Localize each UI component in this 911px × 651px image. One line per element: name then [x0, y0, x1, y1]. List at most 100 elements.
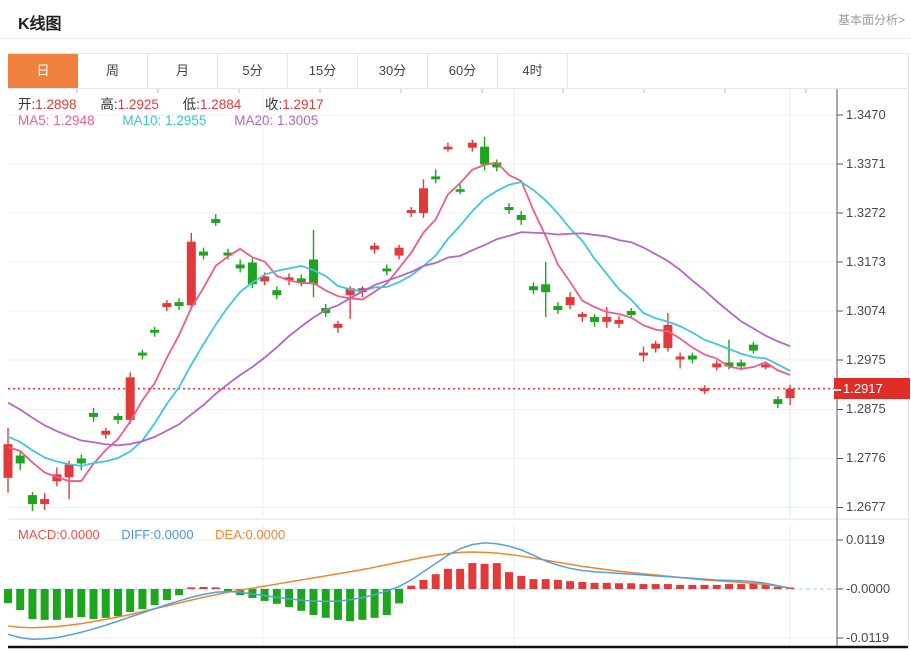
- ma10-label: MA10:: [122, 113, 162, 128]
- macd-bar: [578, 582, 587, 589]
- tab-4hour[interactable]: 4时: [498, 54, 568, 88]
- macd-bar: [492, 563, 501, 589]
- tab-60min[interactable]: 60分: [428, 54, 498, 88]
- macd-bar: [309, 589, 318, 615]
- candle-body: [101, 430, 111, 435]
- title-divider: [0, 38, 911, 39]
- candle-body: [174, 302, 184, 307]
- latest-price-badge: 1.2917: [834, 378, 910, 400]
- ma5-line: [7, 161, 791, 482]
- macd-bar: [4, 589, 12, 603]
- candle-body: [382, 268, 392, 272]
- ma-readout: MA5: 1.2948 MA10: 1.2955 MA20: 1.3005: [18, 113, 342, 128]
- candle-body: [687, 355, 697, 360]
- macd-bar: [724, 584, 733, 589]
- macd-bar: [529, 579, 538, 589]
- macd-bar: [786, 587, 795, 589]
- candle-body: [15, 455, 25, 464]
- candle-body: [406, 210, 416, 213]
- main-y-tick-label: 1.3272: [846, 205, 886, 220]
- macd-y-tick-label: 0.0119: [846, 532, 885, 547]
- macd-bar: [382, 589, 391, 615]
- macd-bar: [553, 579, 562, 589]
- candle-body: [504, 207, 514, 211]
- candle-body: [247, 262, 257, 285]
- diff-line: [7, 542, 791, 640]
- candle-body: [162, 303, 172, 308]
- tab-15min[interactable]: 15分: [288, 54, 358, 88]
- macd-bar: [101, 589, 110, 618]
- macd-bar: [700, 584, 709, 589]
- candle-body: [736, 362, 746, 367]
- candle-body: [480, 146, 490, 165]
- candle-body: [748, 344, 758, 351]
- candle-body: [333, 323, 343, 328]
- macd-bar: [639, 584, 648, 589]
- macd-readout: MACD:0.0000 DIFF:0.0000 DEA:0.0000: [18, 527, 303, 542]
- ma5-label: MA5:: [18, 113, 50, 128]
- candle-body: [638, 352, 648, 356]
- macd-bar: [52, 589, 61, 620]
- macd-bar: [77, 589, 86, 617]
- main-y-tick-label: 1.2975: [846, 352, 886, 367]
- candle-body: [345, 288, 355, 296]
- macd-bar: [712, 584, 721, 589]
- ma20-value: 1.3005: [277, 113, 319, 128]
- candle-body: [113, 415, 123, 420]
- tab-month[interactable]: 月: [148, 54, 218, 88]
- macd-bar: [456, 568, 465, 589]
- high-value: 1.2925: [117, 97, 159, 112]
- macd-bar: [431, 574, 440, 589]
- candle-body: [3, 444, 13, 478]
- close-value: 1.2917: [282, 97, 324, 112]
- macd-bar: [272, 589, 281, 604]
- main-y-tick-label: 1.2776: [846, 450, 886, 466]
- tab-week[interactable]: 周: [78, 54, 148, 88]
- macd-bar: [749, 582, 758, 589]
- macd-bar: [370, 589, 379, 618]
- candle-body: [370, 245, 380, 250]
- macd-value: 0.0000: [59, 527, 100, 542]
- macd-bar: [541, 579, 550, 589]
- main-y-tick-label: 1.2875: [846, 401, 886, 417]
- dea-value: 0.0000: [245, 527, 286, 542]
- candle-body: [260, 276, 270, 282]
- ohlc-readout: 开:1.2898 高:1.2925 低:1.2884 收:1.2917: [18, 93, 344, 113]
- candle-body: [761, 364, 771, 368]
- close-label: 收:: [264, 97, 283, 112]
- ma5-value: 1.2948: [53, 113, 95, 128]
- price-badge-tick: [834, 388, 841, 391]
- candle-body: [394, 247, 404, 256]
- dea-label: DEA:: [215, 527, 246, 542]
- macd-bar: [566, 581, 575, 589]
- low-label: 低:: [182, 97, 200, 112]
- fundamental-analysis-link[interactable]: 基本面分析>: [837, 13, 905, 27]
- interval-tabbar: 日 周 月 5分 15分 30分 60分 4时: [8, 53, 907, 89]
- candle-body: [223, 252, 233, 256]
- macd-bar: [28, 589, 37, 620]
- diff-value: 0.0000: [153, 527, 194, 542]
- macd-bar: [395, 589, 404, 604]
- main-y-tick-label: 1.3371: [846, 156, 886, 171]
- candle-body: [773, 399, 783, 405]
- macd-bar: [615, 583, 623, 589]
- candle-body: [700, 388, 710, 392]
- macd-bar: [199, 586, 208, 589]
- macd-bar: [40, 589, 49, 620]
- macd-bar: [150, 589, 159, 606]
- main-y-tick-label: 1.3173: [846, 254, 886, 269]
- ma10-line: [7, 181, 791, 467]
- macd-bar: [187, 587, 196, 589]
- tab-day[interactable]: 日: [8, 54, 78, 88]
- tab-5min[interactable]: 5分: [218, 54, 288, 88]
- macd-bar: [321, 589, 330, 618]
- tab-30min[interactable]: 30分: [358, 54, 428, 88]
- right-border: [908, 53, 909, 648]
- high-label: 高:: [100, 97, 118, 112]
- candle-body: [724, 362, 734, 367]
- low-value: 1.2884: [199, 97, 242, 112]
- candle-body: [663, 324, 673, 349]
- candle-body: [455, 189, 465, 192]
- candle-body: [626, 311, 636, 315]
- diff-label: DIFF:: [121, 527, 154, 542]
